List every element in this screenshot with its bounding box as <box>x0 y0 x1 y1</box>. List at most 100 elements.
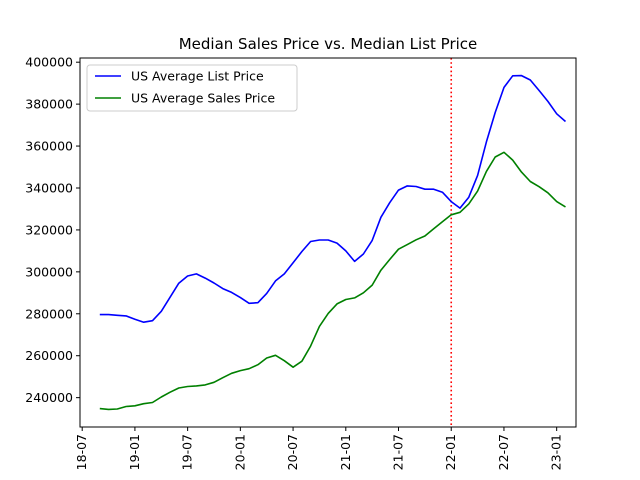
data-point <box>169 391 171 393</box>
data-point <box>468 203 470 205</box>
y-tick-label: 340000 <box>25 180 73 195</box>
data-point <box>530 79 532 81</box>
data-point <box>284 360 286 362</box>
data-point <box>468 196 470 198</box>
data-point <box>310 241 312 243</box>
data-point <box>477 175 479 177</box>
data-point <box>292 366 294 368</box>
series-sales-price <box>99 151 567 411</box>
data-point <box>117 408 119 410</box>
data-point <box>319 326 321 328</box>
data-point <box>134 318 136 320</box>
data-point <box>178 387 180 389</box>
x-tick-label: 18-07 <box>74 434 89 470</box>
data-point <box>345 250 347 252</box>
data-point <box>266 357 268 359</box>
data-point <box>433 188 435 190</box>
data-point <box>538 90 540 92</box>
data-point <box>547 192 549 194</box>
data-point <box>125 315 127 317</box>
data-point <box>494 112 496 114</box>
data-point <box>178 282 180 284</box>
data-point <box>363 292 365 294</box>
data-point <box>196 273 198 275</box>
legend-label-sales-price: US Average Sales Price <box>131 91 275 106</box>
x-tick-label: 22-07 <box>496 434 511 470</box>
x-tick-label: 23-01 <box>549 434 564 470</box>
series-line <box>99 151 566 411</box>
data-point <box>407 185 409 187</box>
data-point <box>143 403 145 405</box>
data-point <box>354 297 356 299</box>
y-tick-label: 320000 <box>25 222 73 237</box>
data-point <box>363 253 365 255</box>
data-point <box>442 191 444 193</box>
data-point <box>301 360 303 362</box>
data-point <box>187 386 189 388</box>
y-axis: 240000 260000 280000 300000 320000 340000 3600… <box>25 55 80 405</box>
y-tick-label: 240000 <box>25 390 73 405</box>
data-point <box>336 242 338 244</box>
data-point <box>512 75 514 77</box>
data-point <box>556 113 558 115</box>
data-point <box>521 75 523 77</box>
data-point <box>327 313 329 315</box>
data-point <box>415 186 417 188</box>
x-tick-label: 22-01 <box>443 434 458 470</box>
series-layer <box>99 74 567 411</box>
legend: US Average List Price US Average Sales P… <box>86 64 298 112</box>
y-tick-label: 260000 <box>25 348 73 363</box>
data-point <box>125 406 127 408</box>
y-tick-label: 280000 <box>25 306 73 321</box>
data-point <box>257 364 259 366</box>
data-point <box>512 159 514 161</box>
data-point <box>494 156 496 158</box>
data-point <box>213 382 215 384</box>
plot-area <box>80 58 576 427</box>
data-point <box>222 377 224 379</box>
data-point <box>284 273 286 275</box>
data-point <box>275 355 277 357</box>
data-point <box>222 288 224 290</box>
data-point <box>108 314 110 316</box>
data-point <box>565 121 567 123</box>
plot-frame <box>79 57 577 428</box>
chart-title: Median Sales Price vs. Median List Price <box>179 35 478 53</box>
data-point <box>433 228 435 230</box>
data-point <box>152 320 154 322</box>
data-point <box>450 201 452 203</box>
data-point <box>424 188 426 190</box>
data-point <box>99 314 101 316</box>
data-point <box>538 186 540 188</box>
data-point <box>477 190 479 192</box>
data-point <box>213 282 215 284</box>
data-point <box>327 239 329 241</box>
data-point <box>450 214 452 216</box>
data-point <box>459 212 461 214</box>
data-point <box>275 280 277 282</box>
data-point <box>161 311 163 313</box>
data-point <box>187 275 189 277</box>
data-point <box>248 368 250 370</box>
data-point <box>486 141 488 143</box>
data-point <box>248 303 250 305</box>
y-tick-label: 400000 <box>25 55 73 70</box>
y-tick-label: 380000 <box>25 97 73 112</box>
x-tick-label: 21-07 <box>391 434 406 470</box>
data-point <box>143 321 145 323</box>
data-point <box>503 87 505 89</box>
data-point <box>371 240 373 242</box>
data-point <box>380 269 382 271</box>
data-point <box>231 373 233 375</box>
x-tick-label: 19-07 <box>180 434 195 470</box>
data-point <box>152 402 154 404</box>
data-point <box>380 217 382 219</box>
data-point <box>310 345 312 347</box>
y-tick-label: 300000 <box>25 264 73 279</box>
data-point <box>169 296 171 298</box>
legend-box <box>86 64 298 112</box>
series-list-price <box>99 74 567 324</box>
series-line <box>99 74 567 324</box>
data-point <box>345 299 347 301</box>
data-point <box>565 206 567 208</box>
